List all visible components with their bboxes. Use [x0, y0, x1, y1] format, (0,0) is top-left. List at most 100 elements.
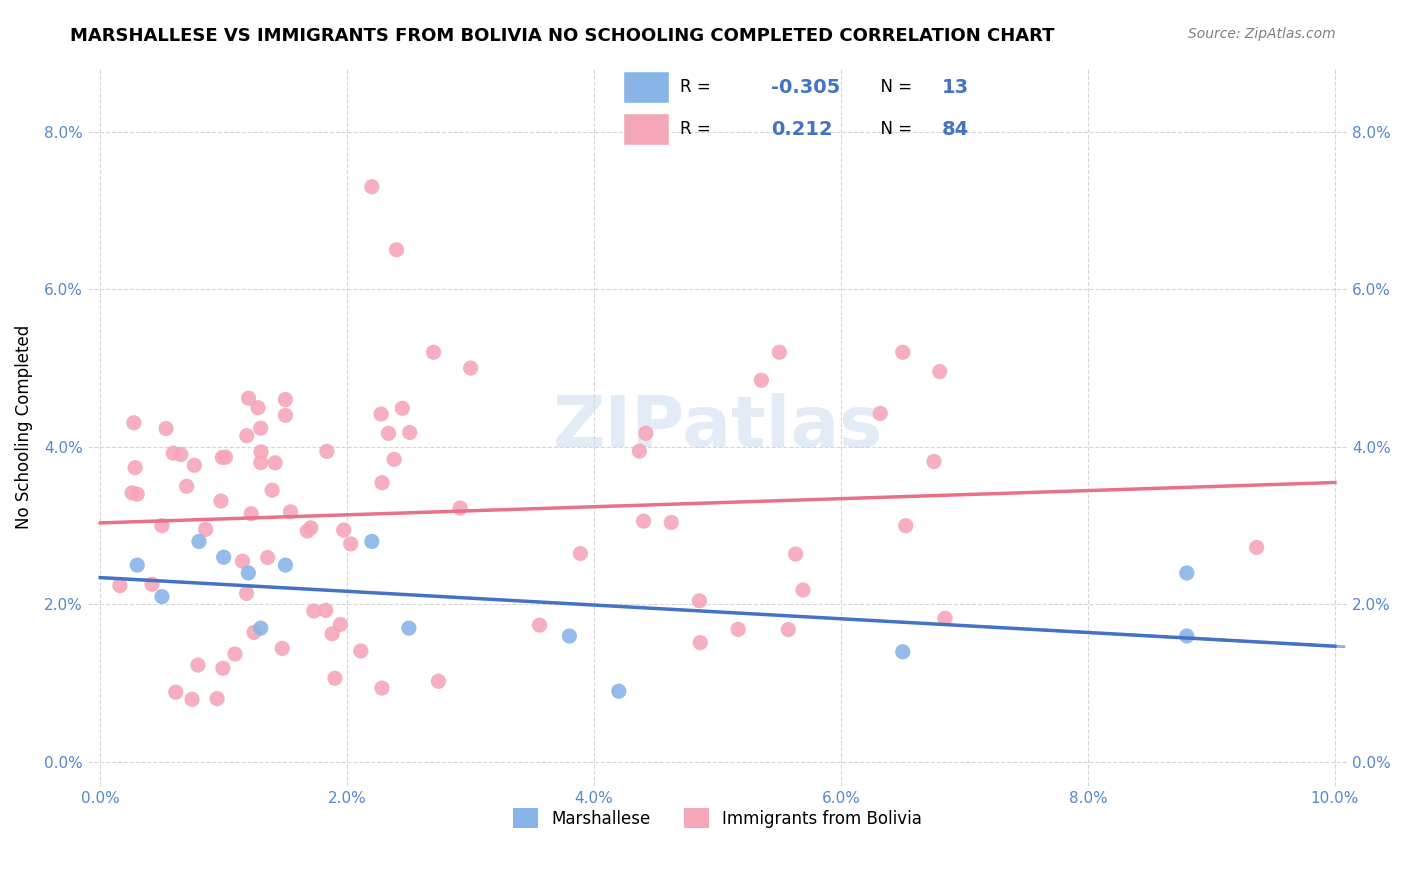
Point — [371, 475, 394, 490]
Point — [249, 456, 271, 470]
Point — [321, 627, 343, 641]
Text: 84: 84 — [942, 120, 969, 139]
Point — [727, 623, 749, 637]
Point — [332, 523, 354, 537]
Point — [205, 691, 228, 706]
Point — [187, 658, 209, 673]
Point — [127, 558, 149, 573]
Point — [688, 594, 710, 608]
Point — [350, 644, 373, 658]
Text: 0.212: 0.212 — [770, 120, 832, 139]
Point — [121, 486, 143, 500]
Point — [569, 547, 592, 561]
Point — [398, 425, 420, 440]
Point — [249, 421, 271, 435]
Point — [360, 534, 382, 549]
Point — [243, 625, 266, 640]
Point — [891, 645, 914, 659]
Point — [212, 550, 235, 565]
Point — [235, 428, 257, 442]
Point — [274, 409, 297, 423]
Text: MARSHALLESE VS IMMIGRANTS FROM BOLIVIA NO SCHOOLING COMPLETED CORRELATION CHART: MARSHALLESE VS IMMIGRANTS FROM BOLIVIA N… — [70, 27, 1054, 45]
Point — [183, 458, 205, 473]
Text: N =: N = — [870, 78, 917, 96]
FancyBboxPatch shape — [623, 71, 669, 103]
Point — [659, 516, 682, 530]
Point — [246, 401, 269, 415]
Point — [231, 554, 253, 568]
Point — [633, 514, 655, 528]
Point — [778, 623, 800, 637]
Point — [194, 522, 217, 536]
Point — [264, 456, 287, 470]
Point — [124, 460, 146, 475]
Point — [297, 524, 319, 538]
Point — [299, 521, 322, 535]
Point — [271, 641, 294, 656]
Point — [1246, 541, 1268, 555]
Point — [214, 450, 236, 464]
Point — [785, 547, 807, 561]
Point — [141, 577, 163, 591]
Point — [377, 426, 399, 441]
Point — [689, 635, 711, 649]
Point — [529, 618, 551, 632]
Point — [280, 505, 302, 519]
Point — [792, 582, 814, 597]
Text: -0.305: -0.305 — [770, 78, 841, 97]
Point — [122, 416, 145, 430]
Point — [212, 661, 235, 675]
Text: R =: R = — [681, 78, 716, 96]
Point — [928, 365, 950, 379]
Point — [323, 671, 346, 685]
Point — [224, 647, 246, 661]
Point — [150, 518, 173, 533]
Point — [370, 407, 392, 421]
Point — [274, 392, 297, 407]
Point — [262, 483, 284, 498]
Point — [751, 373, 773, 387]
Point — [339, 537, 361, 551]
Point — [162, 446, 184, 460]
Point — [360, 179, 382, 194]
Point — [382, 452, 405, 467]
Text: Source: ZipAtlas.com: Source: ZipAtlas.com — [1188, 27, 1336, 41]
Point — [211, 450, 233, 465]
Point — [634, 426, 657, 441]
Point — [238, 566, 260, 580]
Point — [240, 507, 263, 521]
Y-axis label: No Schooling Completed: No Schooling Completed — [15, 325, 32, 529]
Point — [235, 586, 257, 600]
Point — [869, 406, 891, 420]
Point — [607, 684, 630, 698]
Text: N =: N = — [870, 120, 917, 138]
Point — [256, 550, 278, 565]
Point — [165, 685, 187, 699]
Point — [274, 558, 297, 573]
Point — [891, 345, 914, 359]
Point — [250, 445, 273, 459]
Point — [249, 621, 271, 635]
Text: R =: R = — [681, 120, 716, 138]
Point — [934, 611, 956, 625]
Point — [329, 617, 352, 632]
Point — [1175, 566, 1198, 580]
Point — [398, 621, 420, 635]
Point — [768, 345, 790, 359]
Text: 13: 13 — [942, 78, 969, 97]
Point — [371, 681, 394, 695]
Point — [558, 629, 581, 643]
Legend: Marshallese, Immigrants from Bolivia: Marshallese, Immigrants from Bolivia — [506, 801, 929, 835]
Point — [391, 401, 413, 416]
Point — [449, 501, 471, 516]
Point — [209, 494, 232, 508]
Point — [628, 444, 651, 458]
FancyBboxPatch shape — [623, 113, 669, 145]
Point — [385, 243, 408, 257]
Point — [315, 603, 337, 617]
Point — [181, 692, 204, 706]
Point — [1175, 629, 1198, 643]
Point — [127, 487, 149, 501]
Point — [422, 345, 444, 359]
Point — [460, 361, 482, 376]
